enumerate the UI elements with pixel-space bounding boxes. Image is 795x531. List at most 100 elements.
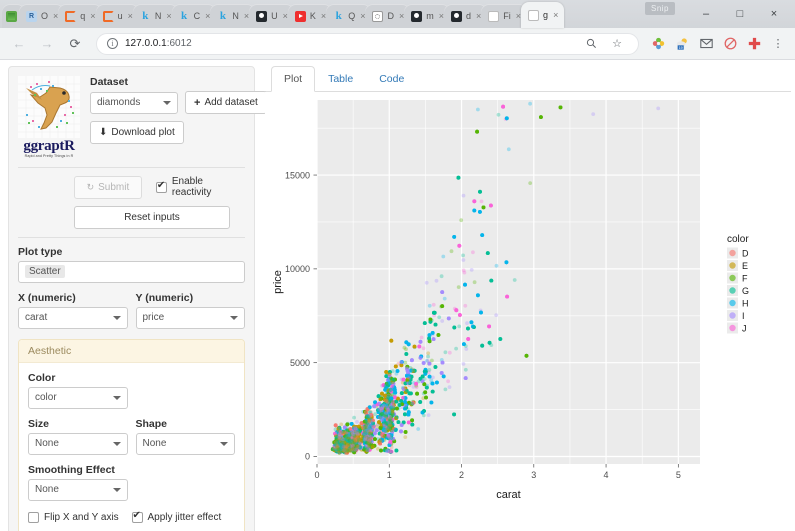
smoothing-select[interactable]: None <box>28 478 128 501</box>
browser-tab[interactable]: d × <box>444 4 488 28</box>
browser-tab[interactable]: g × <box>521 2 565 28</box>
url-host: 127.0.0.1 <box>125 38 167 49</box>
dotted-circle-icon <box>372 10 384 22</box>
browser-tab-label: Fi <box>503 11 511 21</box>
flower-icon[interactable] <box>647 33 669 55</box>
youtube-icon <box>294 10 306 22</box>
browser-tab[interactable]: D × <box>365 4 411 28</box>
plot-panel <box>317 100 700 464</box>
y-axis-select[interactable]: price <box>135 306 245 329</box>
dataset-select[interactable]: diamonds <box>90 91 178 114</box>
tab-code[interactable]: Code <box>379 73 405 85</box>
adblock-icon[interactable] <box>719 33 741 55</box>
tab-close-icon[interactable]: × <box>398 10 405 21</box>
github-icon <box>451 10 462 22</box>
address-bar[interactable]: i 127.0.0.1:6012 ☆ <box>96 32 639 55</box>
chevron-down-icon <box>113 487 121 492</box>
tab-close-icon[interactable]: × <box>205 10 211 21</box>
tab-close-icon[interactable]: × <box>53 10 59 21</box>
tab-close-icon[interactable]: × <box>166 10 172 21</box>
back-button[interactable]: ← <box>12 36 26 51</box>
browser-tab[interactable]: Fi × <box>481 4 528 28</box>
browser-tab[interactable]: u × <box>95 4 139 28</box>
tab-close-icon[interactable]: × <box>282 10 288 21</box>
logo-wordmark: ggraptR <box>23 138 75 154</box>
smoothing-label: Smoothing Effect <box>28 463 115 476</box>
browser-tab-label: D <box>387 11 394 21</box>
browser-tab[interactable]: m × <box>404 4 450 28</box>
tab-close-icon[interactable]: × <box>320 10 327 21</box>
url-text: 127.0.0.1:6012 <box>125 38 192 49</box>
window-minimize-button[interactable]: – <box>702 8 710 20</box>
tab-close-icon[interactable]: × <box>515 10 522 21</box>
browser-tab[interactable]: k C × <box>171 4 217 28</box>
bookmark-star-icon[interactable]: ☆ <box>612 38 622 50</box>
chevron-down-icon <box>230 315 238 320</box>
search-icon[interactable] <box>580 33 602 55</box>
tab-close-icon[interactable]: × <box>476 10 482 21</box>
window-maximize-button[interactable]: □ <box>736 8 744 20</box>
github-icon <box>411 10 423 22</box>
document-icon <box>488 10 500 22</box>
enable-reactivity-checkbox[interactable]: Enable reactivity <box>155 176 245 199</box>
add-dataset-label: Add dataset <box>204 97 258 108</box>
color-select[interactable]: color <box>28 386 128 409</box>
app-logo: ggraptR Rapid and Pretty Things in R <box>18 76 80 159</box>
scatter-points <box>330 101 661 455</box>
legend-label: H <box>742 299 749 309</box>
submit-button[interactable]: ↻ Submit <box>74 175 142 199</box>
browser-tab[interactable]: O× <box>19 4 65 28</box>
window-close-button[interactable]: × <box>770 8 778 20</box>
ring-icon <box>102 10 114 22</box>
browser-tab[interactable]: k N × <box>210 4 256 28</box>
red-cross-icon[interactable] <box>743 33 765 55</box>
main-panel: Plot Table Code 0 5000 10000 15000 0 1 2 3 4 5 car… <box>255 66 795 531</box>
x-axis-select[interactable]: carat <box>18 306 128 329</box>
tab-close-icon[interactable]: × <box>360 10 366 21</box>
add-dataset-button[interactable]: + Add dataset <box>185 91 267 114</box>
enable-reactivity-label: Enable reactivity <box>171 176 212 199</box>
tab-close-icon[interactable]: × <box>553 9 559 20</box>
kaggle-icon: k <box>181 9 188 22</box>
size-select-value: None <box>35 438 59 450</box>
browser-tab[interactable]: U × <box>249 4 294 28</box>
tab-plot[interactable]: Plot <box>271 66 316 92</box>
reset-inputs-button[interactable]: Reset inputs <box>74 205 230 229</box>
url-port: :6012 <box>166 38 192 49</box>
browser-tab[interactable]: k N × <box>132 4 178 28</box>
gmail-icon[interactable] <box>695 33 717 55</box>
browser-tab[interactable]: K × <box>287 4 333 28</box>
size-select[interactable]: None <box>28 432 128 455</box>
tab-table[interactable]: Table <box>328 73 354 85</box>
tab-close-icon[interactable]: × <box>127 10 133 21</box>
legend-label: D <box>742 249 749 259</box>
x-axis-value: carat <box>25 312 48 324</box>
tab-close-icon[interactable]: × <box>90 10 96 21</box>
flip-axes-label: Flip X and Y axis <box>44 511 119 523</box>
browser-tab[interactable]: q × <box>58 4 102 28</box>
browser-tab[interactable]: k Q × <box>326 4 372 28</box>
plot-type-select[interactable]: Scatter <box>18 260 245 283</box>
smoothing-select-value: None <box>35 484 59 496</box>
chevron-down-icon <box>112 315 121 320</box>
browser-tab-label: U <box>271 11 278 21</box>
download-plot-button[interactable]: ⬇ Download plot <box>90 121 184 144</box>
tab-close-icon[interactable]: × <box>243 10 250 21</box>
browser-toolbar: ← → ⟳ i 127.0.0.1:6012 ☆ <box>0 28 795 60</box>
site-info-icon[interactable]: i <box>107 38 118 49</box>
forward-button[interactable]: → <box>40 36 54 51</box>
aesthetic-header: Aesthetic <box>19 339 244 363</box>
browser-menu-icon[interactable]: ⋮ <box>772 38 784 50</box>
weather-icon[interactable]: 19 <box>671 33 693 55</box>
shape-select[interactable]: None <box>135 432 235 455</box>
browser-tab-label: d <box>466 11 472 21</box>
legend-title: color <box>727 234 749 245</box>
dataset-label: Dataset <box>90 76 128 88</box>
browser-tab-label: N <box>154 11 162 21</box>
jitter-checkbox[interactable]: Apply jitter effect <box>131 510 236 523</box>
color-label: Color <box>28 371 56 384</box>
flip-axes-checkbox[interactable]: Flip X and Y axis <box>28 511 132 523</box>
download-icon: ⬇ <box>99 127 108 138</box>
reload-button[interactable]: ⟳ <box>69 35 81 51</box>
tab-close-icon[interactable]: × <box>438 10 444 21</box>
